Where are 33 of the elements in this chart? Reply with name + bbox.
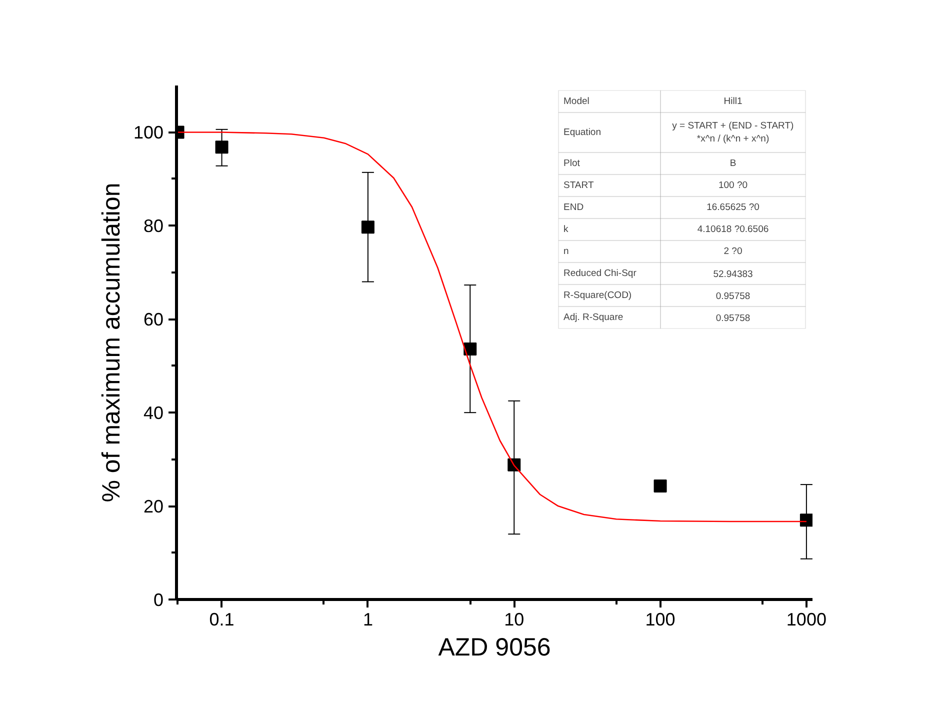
annotation: START (564, 180, 594, 191)
x-tick-label: 1 (362, 610, 373, 630)
annotation: 0.95758 (716, 291, 750, 302)
x-tick-label: 0.1 (209, 610, 234, 630)
annotation: Hill1 (724, 96, 742, 107)
y-axis-title: % of maximum accumulation (97, 182, 126, 502)
y-tick-label: 0 (153, 590, 164, 610)
x-tick-label: 100 (645, 610, 676, 630)
annotation: 16.65625 ?0 (706, 202, 760, 213)
annotation: Plot (564, 158, 580, 169)
annotation: Model (564, 96, 590, 107)
annotation: 100 ?0 (718, 180, 748, 191)
x-tick-label: 10 (504, 610, 524, 630)
annotation: R-Square(COD) (564, 290, 632, 301)
annotation: END (564, 202, 584, 213)
annotation: Equation (564, 127, 602, 138)
annotation: 2 ?0 (724, 246, 742, 257)
annotation: 4.10618 ?0.6506 (697, 224, 769, 235)
y-tick-label: 80 (143, 216, 164, 236)
y-tick-label: 100 (133, 122, 164, 143)
annotation: Adj. R-Square (564, 312, 624, 323)
x-tick-label: 1000 (786, 610, 826, 630)
annotation: B (730, 158, 736, 169)
x-axis-title: AZD 9056 (438, 634, 551, 662)
annotation: Reduced Chi-Sqr (564, 268, 636, 279)
annotation: n (564, 246, 569, 257)
y-tick-label: 60 (143, 310, 164, 330)
annotation: y = START + (END - START) *x^n / (k^n + x^n) (672, 120, 794, 145)
annotation: 0.95758 (716, 313, 750, 324)
annotation: k (564, 224, 568, 235)
y-tick-label: 40 (143, 403, 164, 424)
y-tick-label: 20 (143, 496, 164, 517)
annotation: 52.94383 (713, 269, 753, 280)
